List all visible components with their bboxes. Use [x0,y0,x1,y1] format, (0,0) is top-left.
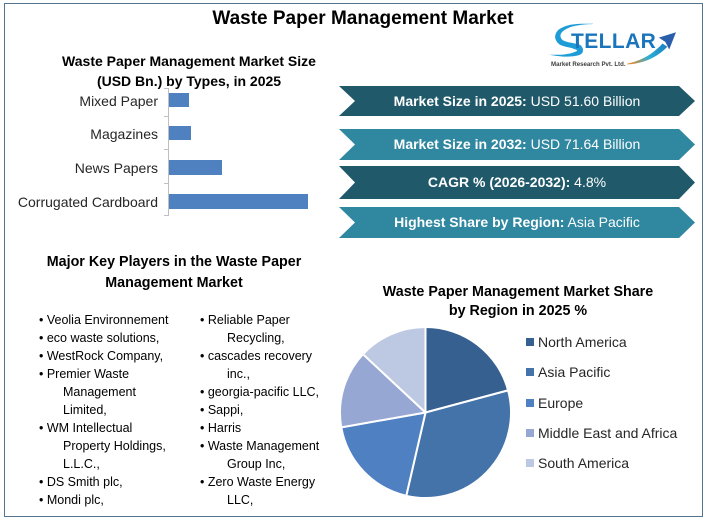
svg-text:Market Research Pvt. Ltd.: Market Research Pvt. Ltd. [551,61,626,68]
svg-text:TELLAR: TELLAR [571,30,656,53]
